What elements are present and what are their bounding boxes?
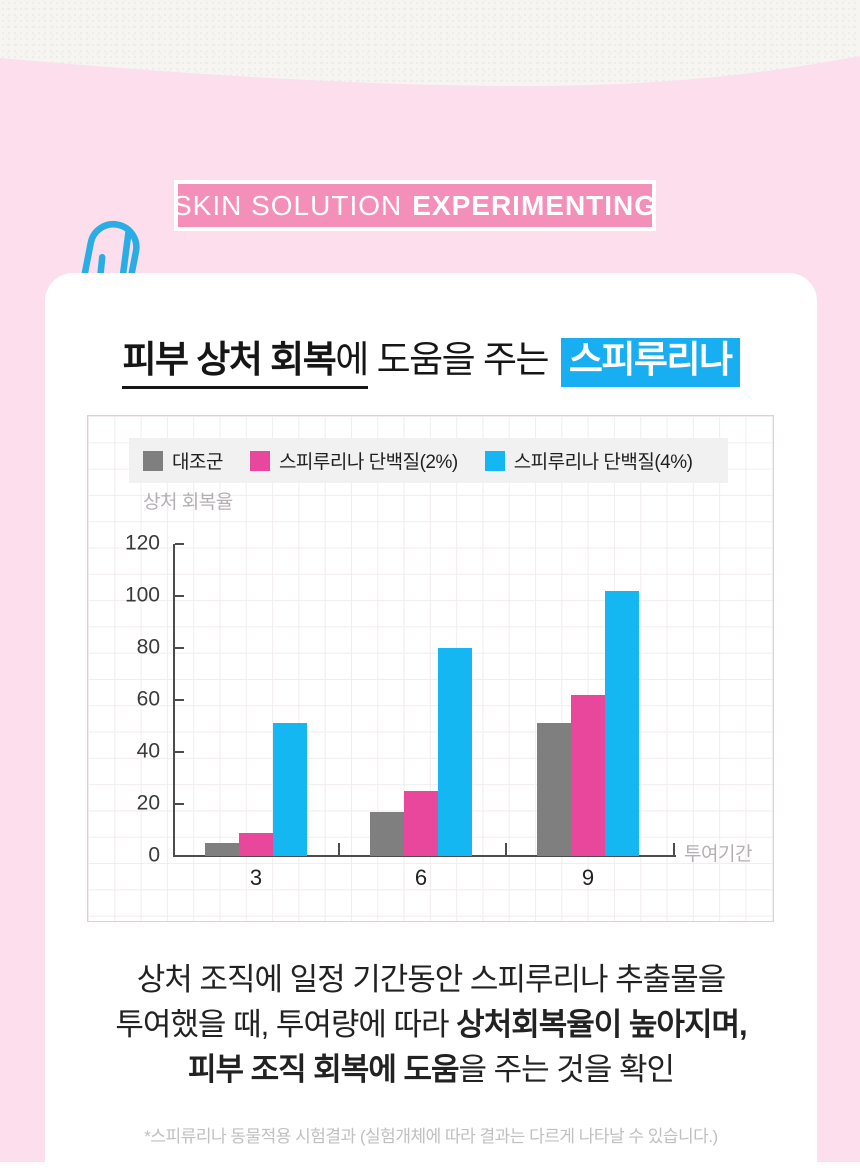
y-tick-label: 40 [136,739,160,763]
title-bold-text: 피부 상처 회복 [122,339,336,380]
y-axis-line [173,544,175,857]
chart-bar-9-series-2 [605,590,639,856]
x-axis-line [173,855,676,857]
title-underlined-part: 피부 상처 회복에 [122,339,369,389]
y-tick-mark [175,803,184,805]
legend-label: 스피루리나 단백질(2%) [278,452,458,473]
section-title: 피부 상처 회복에 도움을 주는 스피루리나 [45,329,817,389]
x-category-label: 9 [581,865,595,890]
summary-line-3: 피부 조직 회복에 도움을 주는 것을 확인 [187,1052,675,1087]
chart-bar-6-series-2 [438,648,472,856]
y-tick-mark [175,699,184,701]
y-tick-mark [175,751,184,753]
y-tick-mark [175,543,184,545]
chart-bar-9-series-1 [571,694,605,856]
x-tick-mark [673,843,675,855]
title-middle-text: 도움을 주는 [367,339,550,380]
chart-bar-3-series-0 [205,843,239,856]
badge-emphasis-label: EXPERIMENTING [412,189,658,221]
badge-prefix-label: SKIN SOLUTION [172,189,403,221]
legend-swatch [484,450,505,471]
x-category-label: 6 [414,865,428,890]
wound-recovery-bar-chart: 대조군 스피루리나 단백질(2%) 스피루리나 단백질(4%) 상처 회복율 투여기… [87,415,774,922]
chart-legend: 대조군 스피루리나 단백질(2%) 스피루리나 단백질(4%) [129,438,728,483]
disclaimer-footnote: *스피류리나 동물적용 시험결과 (실험개체에 따라 결과는 다르게 나타날 수… [144,1127,718,1146]
y-tick-mark [175,595,184,597]
y-tick-label: 120 [124,531,160,555]
y-axis-title: 상처 회복율 [143,492,233,513]
chart-bar-9-series-0 [537,723,571,856]
x-category-label: 3 [249,865,263,890]
chart-bar-6-series-0 [370,811,404,856]
summary-line-2: 투여했을 때, 투여량에 따라 상처회복율이 높아지며, [115,1007,747,1042]
y-tick-label: 20 [136,791,160,815]
experiment-badge: SKIN SOLUTION EXPERIMENTING [172,180,658,231]
x-tick-mark [505,843,507,855]
x-tick-mark [338,843,340,855]
legend-label: 스피루리나 단백질(4%) [513,452,693,473]
legend-item: 대조군 [143,447,223,474]
x-axis-title: 투여기간 [684,844,752,865]
y-tick-mark [175,647,184,649]
legend-item: 스피루리나 단백질(2%) [249,447,458,474]
title-highlighted-keyword: 스피루리나 [560,338,740,387]
chart-bar-6-series-1 [404,791,438,856]
y-tick-label: 0 [148,843,160,867]
content-card: 피부 상처 회복에 도움을 주는 스피루리나 대조군 스피루리나 단백질(2%) 스… [45,273,817,1171]
chart-bar-3-series-1 [239,832,273,856]
y-tick-label: 100 [124,583,160,607]
y-tick-label: 80 [136,635,160,659]
chart-bar-3-series-2 [273,723,307,856]
title-underline-tail: 에 [335,339,369,380]
legend-label: 대조군 [172,452,223,473]
y-tick-label: 60 [136,687,160,711]
legend-swatch [249,450,270,471]
legend-item: 스피루리나 단백질(4%) [484,447,693,474]
summary-line-1: 상처 조직에 일정 기간동안 스피루리나 추출물을 [136,962,726,997]
legend-swatch [143,450,163,471]
summary-text: 상처 조직에 일정 기간동안 스피루리나 추출물을 투여했을 때, 투여량에 따… [45,957,817,1092]
